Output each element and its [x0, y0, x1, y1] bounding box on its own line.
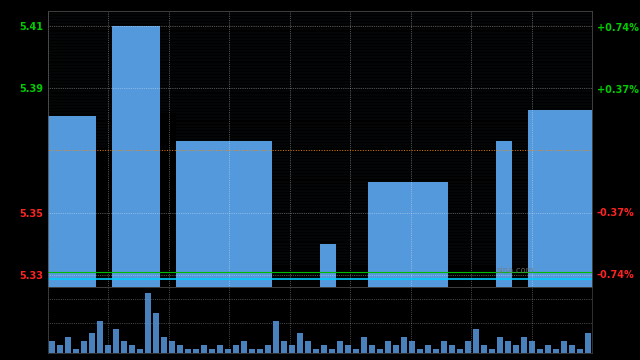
Bar — [112, 26, 160, 287]
Bar — [561, 341, 567, 353]
Bar — [416, 181, 448, 287]
Bar — [433, 349, 439, 353]
Bar — [153, 313, 159, 353]
Text: sina.com: sina.com — [497, 266, 534, 275]
Bar — [169, 341, 175, 353]
Bar — [225, 349, 231, 353]
Bar — [273, 321, 279, 353]
Bar — [345, 345, 351, 353]
Bar — [337, 341, 343, 353]
Bar — [281, 341, 287, 353]
Bar — [529, 341, 535, 353]
Bar — [289, 345, 295, 353]
Bar — [473, 329, 479, 353]
Bar — [577, 349, 583, 353]
Bar — [512, 265, 528, 287]
Bar — [489, 349, 495, 353]
Bar — [57, 345, 63, 353]
Bar — [137, 349, 143, 353]
Bar — [201, 345, 207, 353]
Bar — [368, 181, 416, 287]
Bar — [496, 141, 512, 287]
Bar — [89, 333, 95, 353]
Bar — [321, 345, 327, 353]
Bar — [48, 116, 96, 287]
Bar — [465, 341, 471, 353]
Bar — [377, 349, 383, 353]
Bar — [369, 345, 375, 353]
Bar — [569, 345, 575, 353]
Bar — [81, 341, 87, 353]
Bar — [320, 244, 336, 287]
Bar — [313, 349, 319, 353]
Bar — [585, 333, 591, 353]
Bar — [457, 349, 463, 353]
Bar — [49, 341, 55, 353]
Bar — [449, 345, 455, 353]
Bar — [305, 341, 311, 353]
Bar — [121, 341, 127, 353]
Bar — [177, 345, 183, 353]
Bar — [393, 345, 399, 353]
Bar — [233, 345, 239, 353]
Bar — [528, 110, 592, 287]
Bar — [441, 341, 447, 353]
Bar — [161, 337, 167, 353]
Bar — [417, 349, 423, 353]
Bar — [209, 349, 215, 353]
Bar — [385, 341, 391, 353]
Bar — [329, 349, 335, 353]
Bar — [353, 349, 359, 353]
Bar — [297, 333, 303, 353]
Bar — [401, 337, 407, 353]
Bar — [241, 341, 247, 353]
Bar — [193, 349, 199, 353]
Bar — [129, 345, 135, 353]
Bar — [521, 337, 527, 353]
Bar — [545, 345, 551, 353]
Bar — [160, 113, 176, 287]
Bar — [185, 349, 191, 353]
Bar — [336, 265, 368, 287]
Bar — [409, 341, 415, 353]
Bar — [65, 337, 71, 353]
Bar — [361, 337, 367, 353]
Bar — [425, 345, 431, 353]
Bar — [113, 329, 119, 353]
Bar — [73, 349, 79, 353]
Bar — [257, 349, 263, 353]
Bar — [505, 341, 511, 353]
Bar — [145, 293, 151, 353]
Bar — [537, 349, 543, 353]
Bar — [272, 265, 320, 287]
Bar — [497, 337, 503, 353]
Bar — [217, 345, 223, 353]
Bar — [176, 141, 272, 287]
Bar — [553, 349, 559, 353]
Bar — [97, 321, 103, 353]
Bar — [96, 147, 112, 287]
Bar — [265, 345, 271, 353]
Bar — [481, 345, 487, 353]
Bar — [249, 349, 255, 353]
Bar — [513, 345, 519, 353]
Bar — [448, 265, 496, 287]
Bar — [105, 345, 111, 353]
